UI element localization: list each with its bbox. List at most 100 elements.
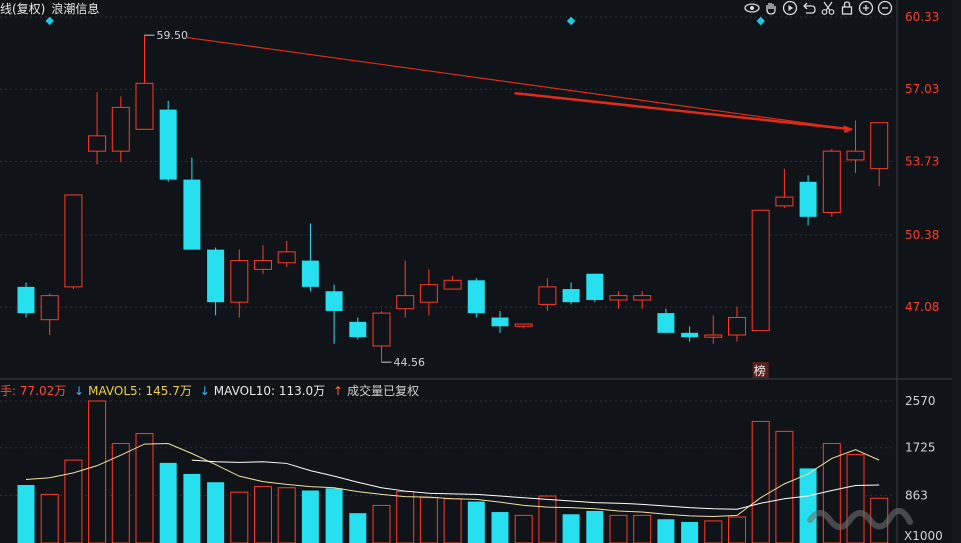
volume-bar-up	[230, 491, 249, 543]
high-price-label: 59.50	[157, 29, 189, 42]
volume-bar-up	[396, 491, 415, 543]
candle-body-up	[40, 295, 59, 321]
price-axis-label: 57.03	[905, 82, 939, 96]
volume-bar-up	[111, 443, 130, 543]
volume-grid	[0, 400, 895, 496]
candle-body-up	[111, 106, 130, 152]
volume-axis-label: 1725	[905, 441, 936, 455]
volume-bar-down	[467, 501, 485, 543]
scissors-icon[interactable]	[820, 0, 836, 16]
volume-bar-down	[159, 462, 177, 543]
volume-bar-up	[633, 514, 652, 543]
undo-icon[interactable]	[801, 0, 817, 16]
volume-bar-up	[64, 459, 83, 543]
volume-adjusted-note: 成交量已复权	[347, 384, 420, 398]
volume-axis-label: 2570	[905, 394, 936, 408]
volume-bar-up	[88, 400, 107, 543]
volume-axis: 2570 1725 863 X1000	[896, 380, 943, 543]
volume-value: 手: 77.02万	[0, 384, 67, 398]
candle-body-down	[562, 289, 580, 303]
volume-bar-down	[799, 468, 817, 543]
arrow-down-icon: ↓	[199, 384, 210, 398]
badge-label: 榜	[754, 363, 766, 378]
candle-body-down	[349, 321, 367, 338]
volume-bar-down	[586, 510, 604, 543]
candle-body-up	[609, 295, 628, 301]
candle-body-up	[514, 323, 533, 327]
volume-bar-up	[254, 486, 272, 543]
price-axis-label: 60.33	[905, 10, 939, 24]
trend-line	[184, 36, 852, 130]
volume-bar-up	[751, 420, 770, 543]
trend-line-arrow	[514, 91, 852, 131]
candle-body-down	[17, 286, 35, 314]
volume-bar-up	[609, 514, 628, 543]
candle-body-up	[135, 82, 154, 130]
volume-bar-up	[443, 498, 462, 543]
candle-body-down	[799, 181, 817, 217]
right-scroll-edge[interactable]	[952, 0, 961, 543]
volume-chart[interactable]: 2570 1725 863 X1000	[0, 380, 961, 543]
candle-body-up	[419, 284, 438, 303]
volume-bar-down	[17, 484, 35, 543]
lock-icon[interactable]	[839, 0, 855, 16]
chart-title: 线(复权) 浪潮信息	[0, 0, 105, 16]
volume-unit-label: X1000	[904, 529, 943, 543]
candle-body-up	[254, 260, 272, 270]
candles	[17, 35, 889, 363]
candle-body-up	[538, 286, 557, 305]
candle-body-down	[467, 280, 485, 314]
chart-toolbar	[744, 0, 893, 16]
price-axis-label: 47.08	[905, 300, 939, 314]
candle-body-up	[751, 209, 770, 332]
badge-bg	[752, 362, 769, 378]
mavol10-line	[191, 459, 880, 510]
candle-body-up	[822, 150, 841, 213]
mavol5-label: MAVOL5: 145.7万	[88, 384, 192, 398]
volume-bar-up	[775, 430, 794, 543]
volume-bar-down	[301, 490, 319, 543]
candle-body-down	[491, 317, 509, 327]
candle-body-down	[207, 249, 225, 303]
candle-body-up	[633, 295, 652, 301]
volume-bar-down	[681, 522, 699, 543]
volume-bar-up	[704, 520, 723, 543]
volume-bar-down	[325, 488, 343, 543]
mavol10-label: MAVOL10: 113.0万	[213, 384, 326, 398]
zoom-out-icon[interactable]	[877, 0, 893, 16]
candle-body-up	[372, 312, 391, 347]
candle-body-up	[396, 295, 415, 310]
price-axis: 60.33 57.03 53.73 50.38 47.08	[0, 0, 952, 380]
volume-ma-lines	[25, 443, 880, 517]
candle-body-up	[728, 317, 746, 336]
price-axis-label: 50.38	[905, 228, 939, 242]
watermark-icon	[807, 508, 913, 530]
event-marker-icon	[45, 16, 54, 26]
volume-bar-down	[349, 513, 367, 543]
volume-bar-up	[419, 497, 438, 543]
zoom-in-icon[interactable]	[858, 0, 874, 16]
candlestick-chart[interactable]: 59.50 44.56 榜 60.33 57.03 53.73 50.38 47.08	[0, 0, 961, 380]
volume-bar-up	[40, 493, 59, 543]
candle-body-down	[681, 332, 699, 338]
candle-body-up	[64, 194, 83, 288]
candle-body-up	[870, 122, 889, 170]
eye-icon[interactable]	[744, 0, 760, 16]
volume-axis-label: 863	[905, 488, 928, 502]
play-icon[interactable]	[782, 0, 798, 16]
candle-body-up	[88, 135, 107, 152]
candle-body-up	[775, 196, 794, 207]
chart-type-label: 线(复权)	[0, 2, 46, 16]
arrow-head-icon	[843, 125, 854, 134]
volume-bar-down	[562, 514, 580, 543]
stock-name: 浪潮信息	[51, 2, 100, 16]
volume-bar-up	[538, 495, 557, 543]
volume-legend: 手: 77.02万 ↓ MAVOL5: 145.7万 ↓ MAVOL10: 113.…	[0, 382, 423, 399]
arrow-down-icon: ↓	[74, 384, 85, 398]
price-grid	[0, 16, 895, 308]
candle-body-up	[277, 251, 296, 264]
event-marker-icon	[756, 16, 765, 26]
price-axis-label: 53.73	[905, 154, 939, 168]
hand-icon[interactable]	[763, 0, 779, 16]
